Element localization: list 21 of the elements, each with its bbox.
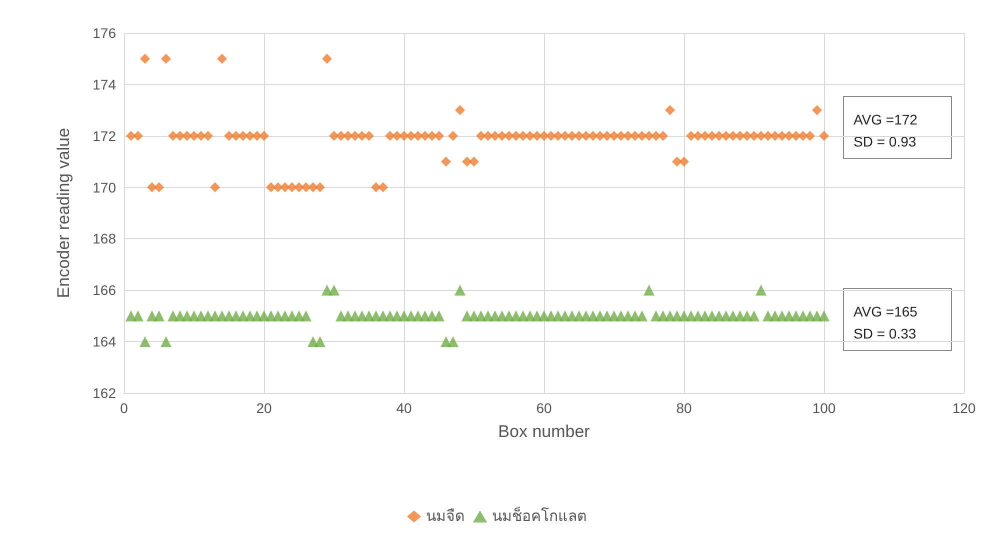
x-tick-label: 100 (812, 400, 836, 416)
annotation: AVG =172 SD = 0.93 (854, 112, 918, 150)
x-tick-label: 120 (952, 400, 976, 416)
y-tick-label: 172 (92, 128, 116, 144)
y-tick-label: 166 (92, 282, 116, 298)
x-tick-label: 40 (396, 400, 412, 416)
legend-label: นมจืด (426, 508, 465, 525)
y-axis-title: Encoder reading value (54, 128, 73, 298)
x-axis-title: Box number (498, 422, 590, 441)
x-tick-label: 20 (256, 400, 272, 416)
annotation: AVG =165 SD = 0.33 (854, 304, 918, 342)
y-tick-label: 174 (92, 76, 116, 92)
legend-label: นมช็อคโกแลต (492, 506, 587, 525)
x-tick-label: 0 (120, 400, 128, 416)
y-tick-label: 176 (92, 25, 116, 41)
y-tick-label: 164 (92, 334, 116, 350)
y-tick-label: 168 (92, 230, 116, 247)
y-tick-label: 162 (92, 385, 116, 401)
x-tick-label: 60 (536, 400, 552, 416)
x-tick-label: 80 (676, 400, 692, 416)
y-tick-label: 170 (92, 179, 116, 196)
